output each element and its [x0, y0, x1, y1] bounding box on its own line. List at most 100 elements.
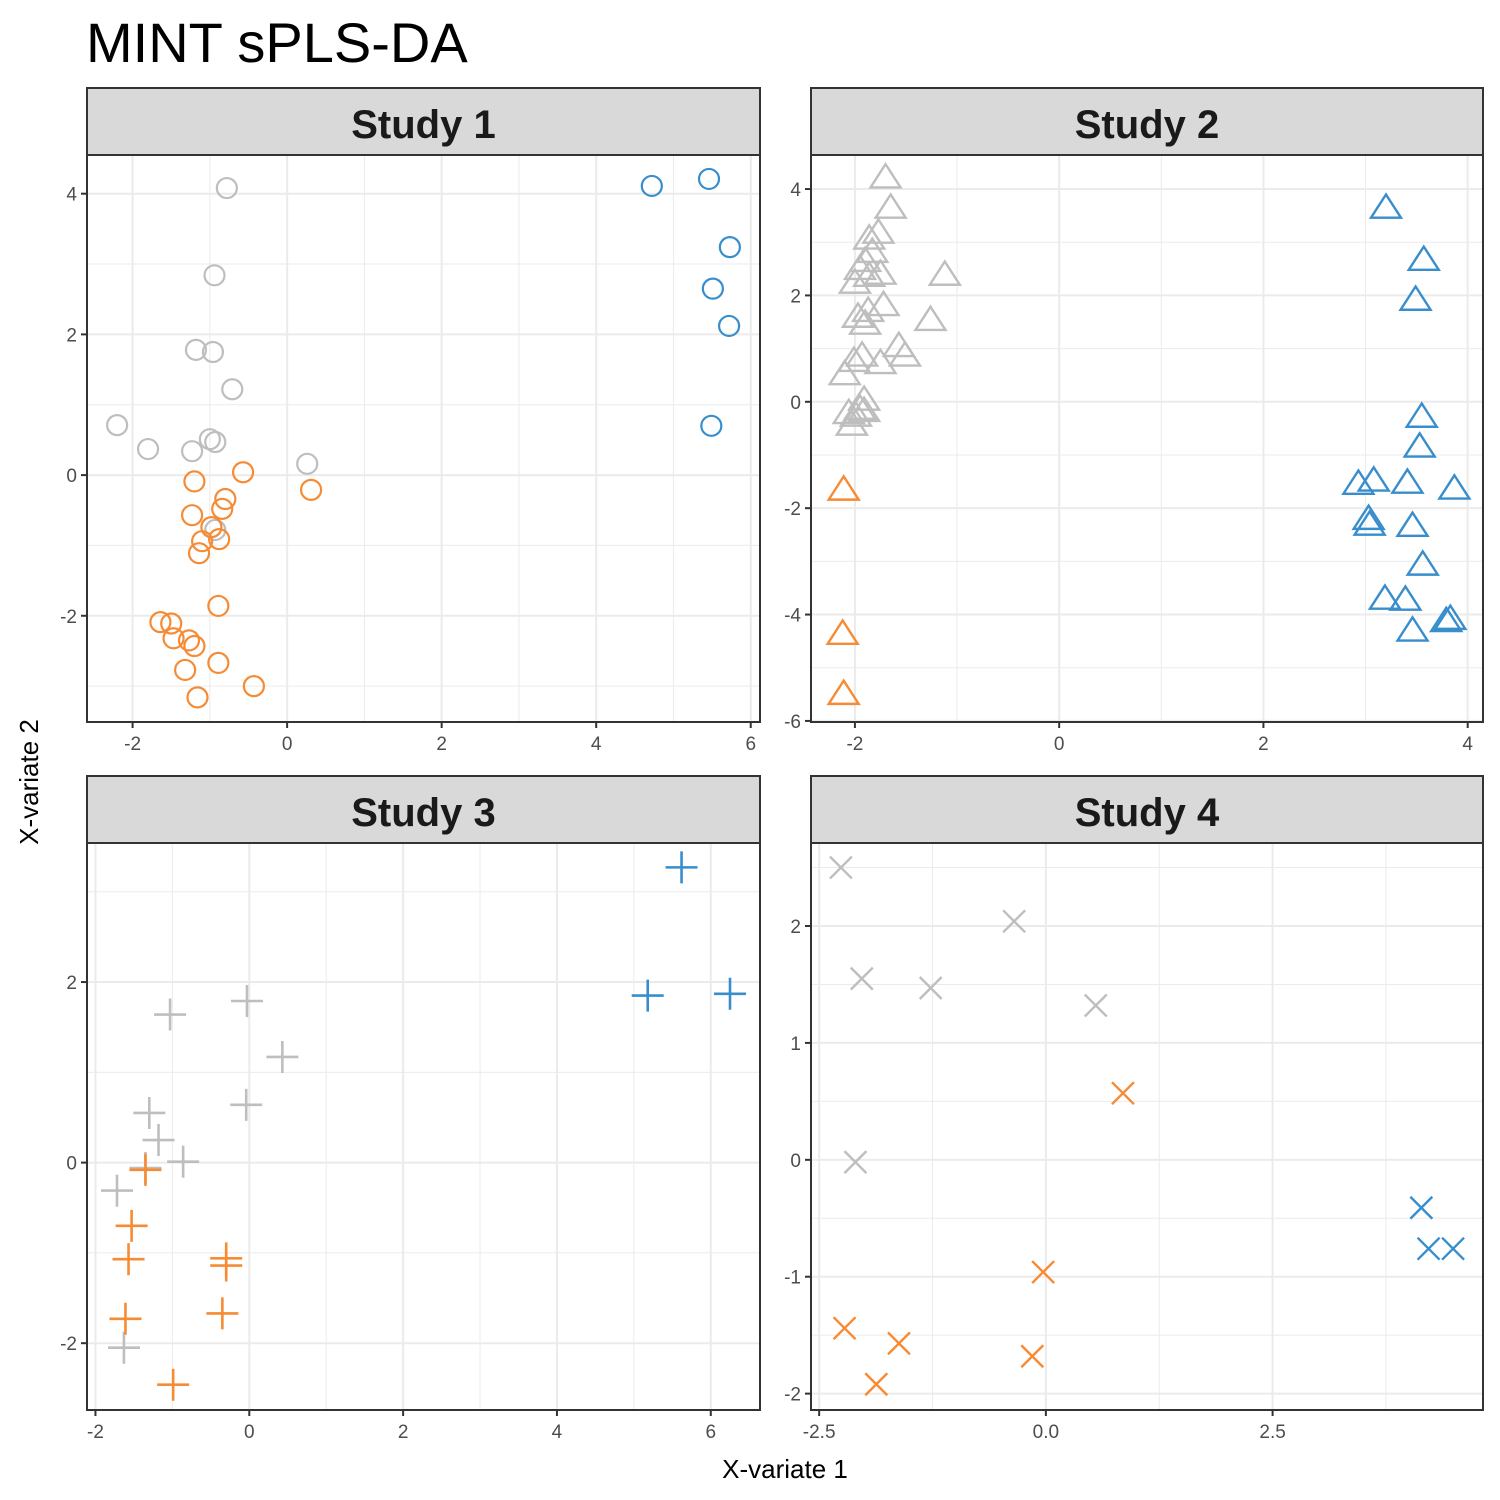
data-point	[215, 176, 238, 200]
data-point	[115, 1209, 148, 1242]
data-point	[1083, 993, 1108, 1018]
series-grey	[829, 855, 1108, 1175]
data-point	[840, 301, 876, 328]
data-point	[1388, 584, 1423, 611]
data-point	[863, 258, 898, 285]
y-tick-label: 0	[66, 1154, 77, 1175]
data-point	[665, 851, 698, 884]
y-tick-label: -6	[784, 712, 801, 733]
data-point	[873, 192, 908, 219]
panel-2: Study 2 -2 0 2 4 -6 -4 -2 0 2 4	[784, 87, 1484, 755]
data-point	[207, 594, 230, 618]
data-point	[1352, 509, 1387, 536]
data-point	[299, 478, 323, 501]
x-axis-title: X-variate 1	[722, 1454, 848, 1484]
data-point	[174, 658, 197, 682]
data-point	[701, 277, 724, 300]
series-blue	[640, 167, 741, 437]
facet-strip-label: Study 1	[351, 103, 495, 147]
data-point	[162, 627, 185, 650]
data-point	[838, 400, 874, 427]
data-point	[133, 1096, 166, 1129]
y-tick-label: 4	[66, 185, 77, 206]
y-tick-label: -4	[784, 606, 801, 627]
data-point	[204, 430, 227, 454]
data-point	[184, 338, 208, 361]
data-point	[149, 611, 172, 634]
data-point	[109, 1302, 142, 1335]
y-tick-label: 2	[790, 917, 801, 938]
data-point	[231, 461, 255, 484]
data-point	[1351, 503, 1386, 531]
data-point	[847, 308, 883, 335]
data-point	[834, 409, 870, 436]
data-point	[640, 174, 663, 198]
data-point	[1356, 465, 1391, 492]
y-tick-label: -2	[784, 1385, 801, 1406]
data-point	[1409, 1195, 1434, 1220]
data-point	[826, 678, 861, 706]
facet-strip	[810, 87, 1484, 156]
x-tick-label: -2	[846, 734, 863, 755]
data-point	[868, 161, 903, 189]
data-point	[825, 618, 860, 645]
data-point	[186, 686, 209, 709]
series-blue	[1341, 192, 1472, 642]
x-tick-label: 0.0	[1033, 1422, 1059, 1443]
y-tick-label: 2	[66, 973, 77, 994]
data-point	[697, 167, 721, 191]
data-point	[700, 414, 723, 437]
data-point	[852, 223, 887, 250]
y-tick-label: 0	[790, 393, 801, 414]
y-tick-label: 2	[66, 325, 77, 346]
data-point	[208, 527, 231, 551]
data-point	[1368, 192, 1404, 219]
x-tick-label: 0	[244, 1422, 255, 1443]
series-grey	[827, 161, 962, 436]
data-point	[207, 651, 230, 675]
x-tick-label: 4	[552, 1422, 563, 1443]
data-point	[157, 1368, 190, 1401]
data-point	[717, 314, 741, 338]
data-point	[826, 474, 861, 501]
y-axis-title: X-variate 2	[14, 719, 44, 845]
plot-background	[87, 843, 760, 1410]
panel-3: Study 3 -2 0 2 4 6 -2 0 2	[60, 775, 761, 1443]
data-point	[718, 236, 741, 259]
x-tick-label: 4	[1462, 734, 1473, 755]
series-orange	[825, 474, 861, 706]
facet-strip-label: Study 3	[351, 791, 495, 835]
data-point	[1402, 431, 1437, 458]
x-tick-label: -2	[124, 734, 141, 755]
x-tick-label: 2	[436, 734, 447, 755]
data-point	[201, 340, 225, 364]
data-point	[832, 1316, 857, 1341]
y-tick-label: -2	[784, 499, 801, 520]
panel-border	[86, 154, 761, 723]
facet-strip-label: Study 2	[1075, 103, 1219, 147]
data-point	[230, 985, 263, 1017]
x-tick-label: -2.5	[803, 1422, 836, 1443]
data-point	[836, 345, 872, 373]
data-point	[849, 966, 874, 991]
panel-border	[810, 842, 1484, 1411]
data-point	[1020, 1344, 1045, 1369]
x-tick-label: 0	[282, 734, 293, 755]
y-tick-label: -2	[60, 607, 77, 628]
facet-strip	[86, 87, 761, 156]
data-point	[180, 440, 204, 463]
y-tick-label: 1	[790, 1034, 801, 1055]
data-point	[887, 1331, 911, 1356]
data-point	[866, 289, 901, 317]
data-point	[1441, 1236, 1465, 1261]
data-point	[927, 259, 962, 286]
data-point	[837, 267, 873, 294]
data-point	[1437, 473, 1472, 500]
chart-title: MINT sPLS-DA	[86, 11, 468, 74]
data-point	[106, 414, 129, 437]
panel-border	[86, 842, 761, 1411]
data-point	[129, 1153, 162, 1186]
facet-strip-label: Study 4	[1075, 791, 1220, 835]
data-point	[206, 1297, 239, 1330]
facet-strip	[810, 775, 1484, 844]
